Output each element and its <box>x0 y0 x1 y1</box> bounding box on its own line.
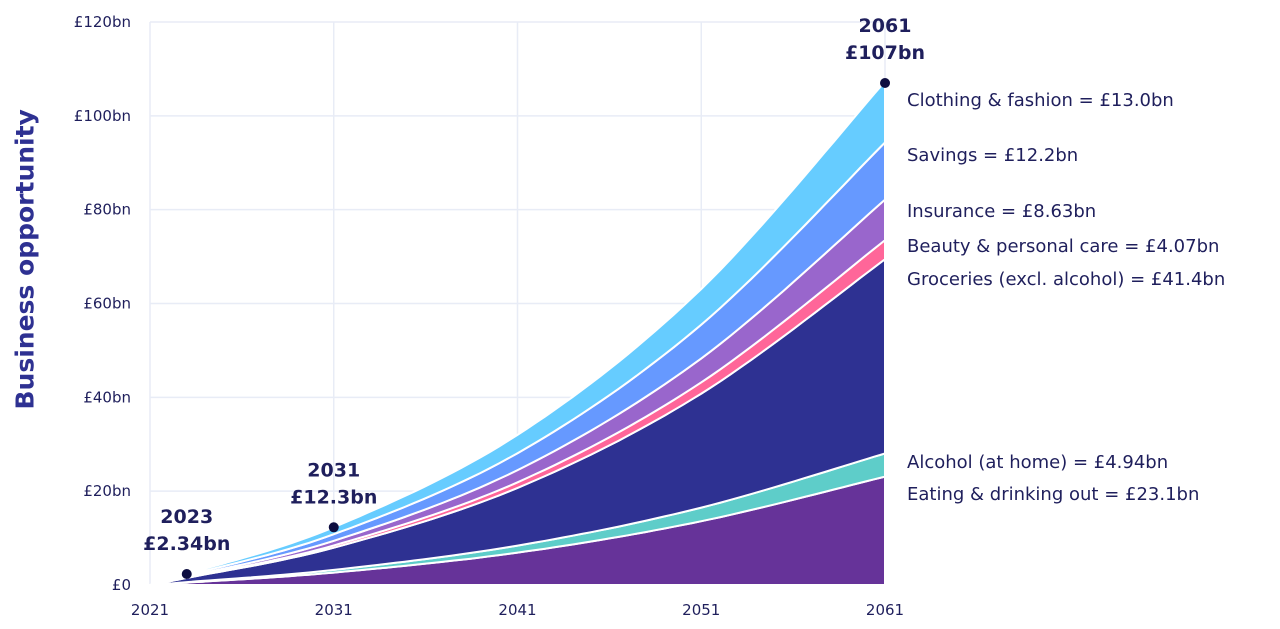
annotation-year: 2061 <box>859 15 912 37</box>
x-tick-label: 2021 <box>131 601 169 619</box>
y-tick-label: £100bn <box>74 107 131 125</box>
legend-label: Eating & drinking out = £23.1bn <box>907 484 1200 505</box>
legend-label: Groceries (excl. alcohol) = £41.4bn <box>907 269 1226 290</box>
y-tick-label: £40bn <box>83 388 131 406</box>
x-tick-label: 2051 <box>682 601 720 619</box>
y-tick-label: £20bn <box>83 482 131 500</box>
data-point-marker <box>181 569 192 580</box>
annotation-year: 2023 <box>160 506 213 528</box>
annotation-value: £2.34bn <box>143 533 230 555</box>
x-tick-label: 2041 <box>498 601 536 619</box>
legend-label: Alcohol (at home) = £4.94bn <box>907 452 1169 473</box>
y-axis-title: Business opportunity <box>10 109 40 410</box>
y-tick-label: £80bn <box>83 201 131 219</box>
legend-label: Clothing & fashion = £13.0bn <box>907 90 1174 111</box>
x-tick-label: 2031 <box>315 601 353 619</box>
legend-label: Insurance = £8.63bn <box>907 201 1097 222</box>
area-clothing-fashion <box>149 80 886 586</box>
y-tick-label: £120bn <box>74 13 131 31</box>
x-tick-label: 2061 <box>866 601 904 619</box>
y-tick-label: £0 <box>112 576 131 594</box>
annotation-value: £107bn <box>845 42 925 64</box>
annotation-value: £12.3bn <box>290 486 377 508</box>
legend-label: Savings = £12.2bn <box>907 145 1079 166</box>
annotation-year: 2031 <box>307 459 360 481</box>
data-point-marker <box>880 77 890 88</box>
y-tick-label: £60bn <box>83 295 131 313</box>
data-point-marker <box>328 522 339 533</box>
legend-label: Beauty & personal care = £4.07bn <box>907 236 1220 257</box>
